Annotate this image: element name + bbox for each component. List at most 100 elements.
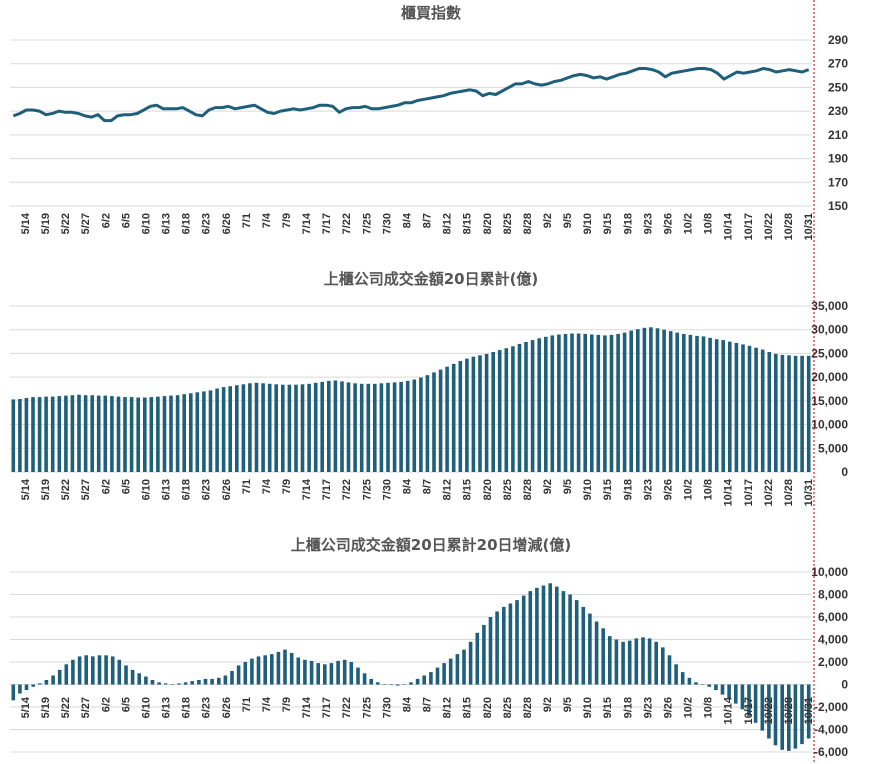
bar [369, 678, 373, 685]
x-tick-label: 10/22 [763, 213, 775, 241]
y-tick-label: 0 [841, 465, 848, 479]
bar [528, 591, 533, 685]
bar [687, 677, 692, 685]
x-tick-label: 8/15 [462, 479, 474, 500]
bar [594, 621, 599, 685]
bar [767, 684, 771, 739]
bar [627, 640, 632, 685]
bar [524, 342, 528, 472]
bar [177, 683, 181, 685]
bar [342, 659, 347, 685]
bar [104, 655, 108, 685]
bar [667, 655, 672, 685]
bar [714, 684, 718, 691]
bar [682, 334, 686, 472]
bar [448, 658, 453, 685]
x-tick-label: 10/22 [763, 479, 775, 507]
x-tick-label: 8/20 [482, 479, 494, 500]
x-tick-label: 6/13 [161, 697, 173, 718]
x-tick-label: 6/13 [161, 479, 173, 500]
bar [541, 585, 546, 685]
bar [621, 641, 625, 685]
bar [793, 684, 798, 749]
bar [734, 343, 739, 472]
x-tick-label: 10/17 [743, 697, 755, 725]
bar [235, 385, 239, 472]
bar [57, 396, 62, 472]
bar [50, 396, 55, 472]
bar [333, 380, 338, 472]
bar [117, 659, 122, 685]
bar [24, 684, 29, 691]
y-tick-label: 30,000 [811, 323, 848, 337]
bar [221, 387, 226, 472]
bar [462, 649, 466, 685]
x-tick-label: 8/28 [522, 697, 534, 718]
bar [70, 395, 75, 472]
y-tick-label: 4,000 [818, 633, 848, 647]
bar [210, 678, 214, 685]
x-tick-label: 10/17 [743, 213, 755, 241]
bar [475, 632, 480, 685]
bar [442, 663, 446, 685]
x-tick-label: 6/10 [141, 479, 153, 500]
bar [548, 583, 552, 685]
y-tick-label: 210 [828, 128, 848, 142]
x-tick-label: 10/14 [723, 696, 735, 724]
bar [482, 624, 486, 685]
bar [64, 395, 68, 472]
bar [647, 638, 652, 685]
x-tick-label: 6/26 [221, 213, 233, 234]
x-tick-label: 8/20 [482, 213, 494, 234]
bar [243, 662, 248, 685]
x-tick-label: 7/14 [301, 478, 313, 500]
x-tick-label: 7/30 [381, 697, 393, 718]
x-tick-label: 7/9 [281, 479, 293, 494]
bar [806, 684, 811, 739]
bar [274, 384, 278, 472]
bar [307, 383, 311, 472]
x-tick-label: 5/22 [60, 213, 72, 234]
bar [544, 336, 548, 472]
bar [38, 683, 42, 685]
bar [31, 397, 35, 472]
bar [382, 684, 387, 685]
bar [386, 382, 390, 472]
bar [727, 684, 731, 700]
x-tick-label: 10/8 [703, 479, 715, 500]
bar [780, 354, 785, 472]
x-tick-label: 5/19 [40, 213, 52, 234]
bar [195, 392, 200, 472]
bar [316, 663, 320, 685]
bar [787, 355, 791, 472]
bar [208, 390, 213, 472]
bar [753, 684, 758, 723]
bar [708, 337, 712, 472]
x-tick-label: 10/31 [803, 213, 815, 241]
x-tick-label: 8/4 [402, 212, 414, 228]
bar [695, 335, 699, 472]
bar [609, 334, 614, 472]
x-tick-label: 5/27 [80, 697, 92, 718]
bar [412, 379, 417, 472]
bar [654, 641, 658, 685]
bar [576, 333, 581, 472]
bar [202, 391, 206, 472]
x-tick-label: 8/7 [422, 479, 434, 494]
bar [303, 659, 307, 685]
bar [395, 684, 400, 686]
x-tick-label: 5/19 [40, 479, 52, 500]
x-tick-label: 9/18 [622, 697, 634, 718]
bar [136, 397, 140, 472]
x-tick-label: 9/2 [542, 697, 554, 712]
bar [502, 606, 506, 685]
x-tick-label: 9/10 [582, 479, 594, 500]
x-tick-label: 9/2 [542, 213, 554, 228]
bar [270, 654, 274, 685]
bar [622, 332, 627, 472]
bar [228, 386, 232, 472]
bar [110, 656, 115, 685]
bar [425, 375, 430, 472]
